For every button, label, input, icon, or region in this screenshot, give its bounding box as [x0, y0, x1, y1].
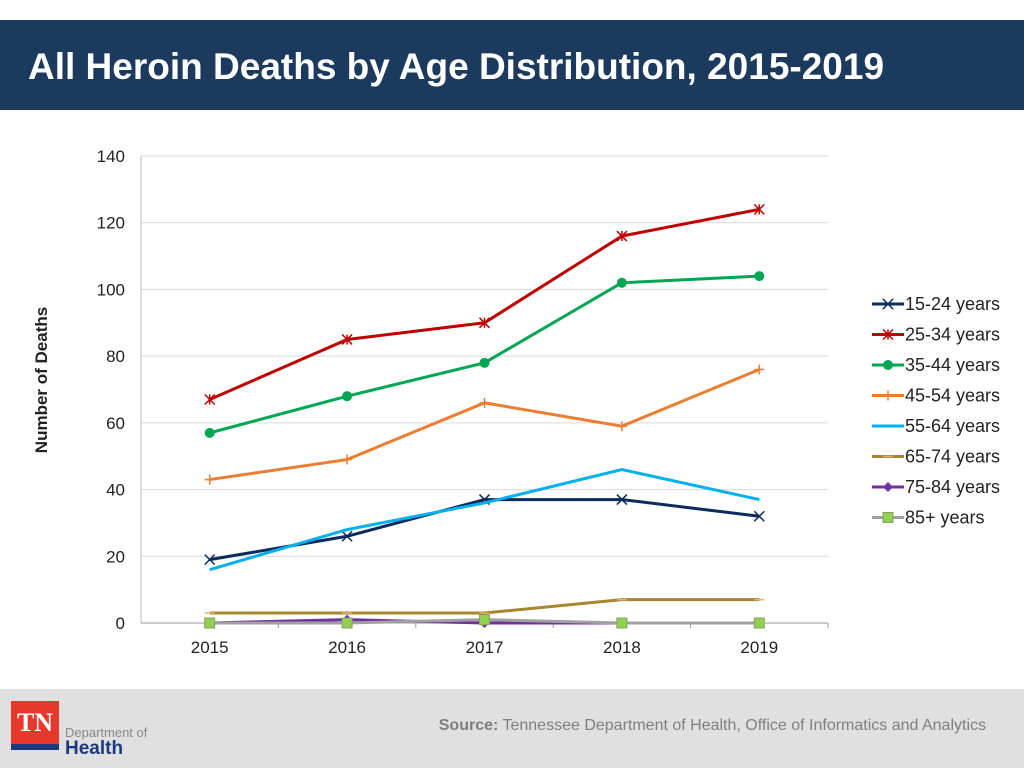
data-point	[753, 617, 765, 629]
logo-dept-text: Department of	[65, 725, 148, 740]
series-line-45-54-years	[209, 368, 760, 482]
y-tick-label: 100	[97, 280, 125, 299]
x-tick-label: 2019	[740, 638, 778, 657]
data-point	[204, 554, 216, 566]
x-tick-label: 2016	[328, 638, 366, 657]
legend-label: 25-34 years	[905, 325, 1000, 345]
data-point	[616, 277, 627, 288]
data-point	[753, 203, 765, 215]
data-point	[753, 510, 765, 522]
legend-marker	[882, 298, 894, 310]
legend-label: 75-84 years	[905, 477, 1000, 497]
legend-label: 85+ years	[905, 508, 985, 528]
data-point	[341, 530, 353, 542]
data-point	[342, 391, 353, 402]
legend-marker	[883, 390, 893, 401]
legend-label: 45-54 years	[905, 386, 1000, 406]
data-point	[616, 230, 628, 242]
y-axis-title: Number of Deaths	[32, 307, 51, 453]
data-point	[204, 474, 215, 485]
legend-marker	[882, 328, 894, 341]
data-point	[204, 393, 216, 406]
data-point	[478, 317, 491, 329]
data-point	[341, 333, 353, 345]
legend-label: 55-64 years	[905, 416, 1000, 436]
y-tick-label: 140	[97, 147, 125, 166]
x-tick-label: 2017	[466, 638, 504, 657]
legend-marker	[883, 482, 893, 492]
source-label: Source:	[438, 717, 499, 734]
data-point	[479, 614, 490, 626]
y-tick-label: 20	[106, 547, 125, 566]
data-point	[616, 617, 628, 629]
y-tick-label: 80	[106, 347, 125, 366]
data-point	[754, 271, 765, 282]
series-line-55-64-years	[209, 468, 760, 572]
logo-bar	[11, 744, 59, 750]
y-tick-label: 40	[106, 481, 125, 500]
header-bar: All Heroin Deaths by Age Distribution, 2…	[0, 20, 1024, 110]
legend-label: 65-74 years	[905, 447, 1000, 467]
x-tick-label: 2015	[191, 638, 229, 657]
series-line-65-74-years	[209, 598, 760, 615]
page-title: All Heroin Deaths by Age Distribution, 2…	[28, 46, 885, 87]
data-point	[479, 357, 490, 368]
data-point	[341, 617, 353, 629]
footer: TN Department of Health Source: Tennesse…	[0, 689, 1024, 768]
data-point	[342, 454, 353, 465]
y-tick-label: 0	[116, 614, 125, 633]
y-tick-label: 60	[106, 414, 125, 433]
y-tick-label: 120	[97, 214, 125, 233]
source-text: Tennessee Department of Health, Office o…	[502, 717, 986, 734]
source-note: Source: Tennessee Department of Health, …	[439, 717, 986, 735]
series-line-25-34-years	[209, 207, 760, 401]
data-point	[204, 427, 215, 438]
data-point	[479, 397, 490, 408]
legend-marker	[883, 360, 893, 370]
legend-label: 35-44 years	[905, 355, 1000, 375]
data-point	[616, 421, 627, 432]
data-point	[616, 494, 628, 506]
tn-logo: TN	[11, 701, 59, 744]
series-line-15-24-years	[209, 498, 760, 562]
logo-health-text: Health	[65, 738, 124, 759]
legend-label: 15-24 years	[905, 294, 1000, 314]
legend-marker	[882, 512, 894, 523]
x-tick-label: 2018	[603, 638, 641, 657]
series-line-35-44-years	[209, 274, 760, 435]
data-point	[204, 617, 216, 629]
data-point	[754, 364, 765, 375]
